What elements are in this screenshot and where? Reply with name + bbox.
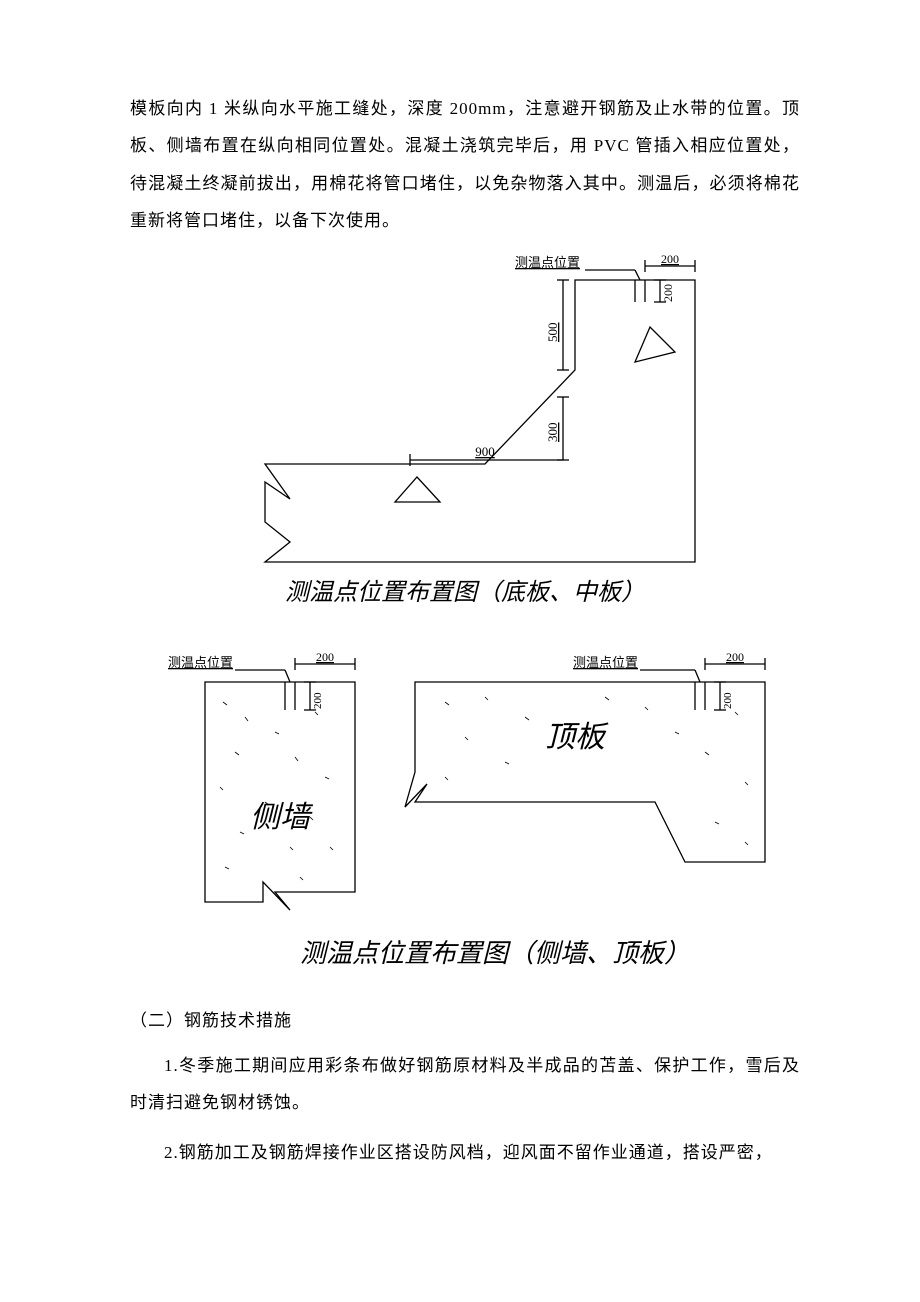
d2-title: 测温点位置布置图（侧墙、顶板） [300,939,690,968]
d1-point-label: 测温点位置 [515,255,580,270]
section-2-heading: （二）钢筋技术措施 [130,1002,800,1039]
d2-right-200h: 200 [726,650,744,664]
diagram-2: 测温点位置 200 200 侧墙 测温点位置 200 200 顶板 测温点位置布… [145,642,785,982]
d2-right-point-label: 测温点位置 [573,655,638,670]
d1-dim-200h: 200 [661,252,679,266]
paragraph-1: 模板向内 1 米纵向水平施工缝处，深度 200mm，注意避开钢筋及止水带的位置。… [130,90,800,240]
d1-dim-900: 900 [475,444,495,459]
section-2-item-1: 1.冬季施工期间应用彩条布做好钢筋原材料及半成品的苫盖、保护工作，雪后及时清扫避… [130,1047,800,1122]
d2-left-200h: 200 [316,650,334,664]
d2-left-200v: 200 [312,692,324,709]
d2-left-name: 侧墙 [250,801,314,834]
d1-dim-500: 500 [545,322,560,342]
d2-right-200v: 200 [722,692,734,709]
d1-title: 测温点位置布置图（底板、中板） [285,579,645,606]
d1-dim-200v: 200 [661,284,675,302]
d2-left-point-label: 测温点位置 [168,655,233,670]
d1-dim-300: 300 [545,422,560,442]
section-2-item-2: 2.钢筋加工及钢筋焊接作业区搭设防风档，迎风面不留作业通道，搭设严密， [130,1134,800,1171]
diagram-1: 测温点位置 200 200 500 300 900 测温点位置布置图（底板、中板… [205,252,725,612]
d2-right-name: 顶板 [545,721,609,754]
